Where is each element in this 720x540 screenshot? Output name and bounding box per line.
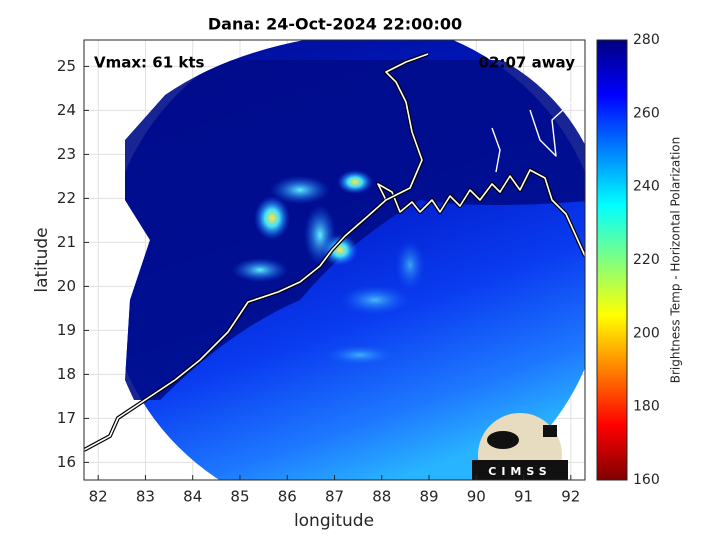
annotation: Vmax: 61 kts bbox=[94, 54, 204, 72]
colorbar-tick-label: 220 bbox=[633, 252, 660, 268]
x-tick-label: 84 bbox=[183, 488, 202, 506]
y-tick-label: 16 bbox=[57, 453, 76, 471]
x-tick-label: 85 bbox=[230, 488, 249, 506]
imagery: CIMSS bbox=[84, 40, 585, 480]
x-tick-label: 82 bbox=[89, 488, 108, 506]
x-tick-label: 89 bbox=[419, 488, 438, 506]
logo-text: CIMSS bbox=[488, 465, 551, 478]
x-tick-label: 87 bbox=[325, 488, 344, 506]
ticks: 82 83 84 85 86 87 88 89 90 91 92 16 17 18 19 20 21 22 23 24… bbox=[57, 32, 660, 506]
x-tick-label: 91 bbox=[514, 488, 533, 506]
x-tick-label: 83 bbox=[136, 488, 155, 506]
y-tick-label: 18 bbox=[57, 365, 76, 383]
colorbar-tick-label: 200 bbox=[633, 325, 660, 341]
x-tick-label: 86 bbox=[278, 488, 297, 506]
colorbar-tick-label: 260 bbox=[633, 105, 660, 121]
y-tick-label: 17 bbox=[57, 409, 76, 427]
x-tick-label: 92 bbox=[561, 488, 580, 506]
y-tick-label: 20 bbox=[57, 277, 76, 295]
x-axis-label: longitude bbox=[294, 511, 374, 531]
y-tick-label: 21 bbox=[57, 233, 76, 251]
logo: CIMSS bbox=[472, 413, 568, 480]
colorbar-label: Brightness Temp - Horizontal Polarizatio… bbox=[669, 137, 683, 384]
colorbar bbox=[596, 39, 628, 481]
y-tick-label: 25 bbox=[57, 57, 76, 75]
colorbar-tick-label: 240 bbox=[633, 179, 660, 195]
y-tick-label: 24 bbox=[57, 101, 76, 119]
x-tick-label: 90 bbox=[467, 488, 486, 506]
annotation: 02:07 away bbox=[479, 54, 576, 72]
colorbar-tick-label: 180 bbox=[633, 399, 660, 415]
y-axis-label: latitude bbox=[32, 227, 52, 292]
chart-title: Dana: 24-Oct-2024 22:00:00 bbox=[208, 15, 462, 34]
y-tick-label: 22 bbox=[57, 189, 76, 207]
y-tick-label: 19 bbox=[57, 321, 76, 339]
y-tick-label: 23 bbox=[57, 145, 76, 163]
x-tick-label: 88 bbox=[372, 488, 391, 506]
colorbar-tick-label: 280 bbox=[633, 32, 660, 48]
colorbar-tick-label: 160 bbox=[633, 472, 660, 488]
